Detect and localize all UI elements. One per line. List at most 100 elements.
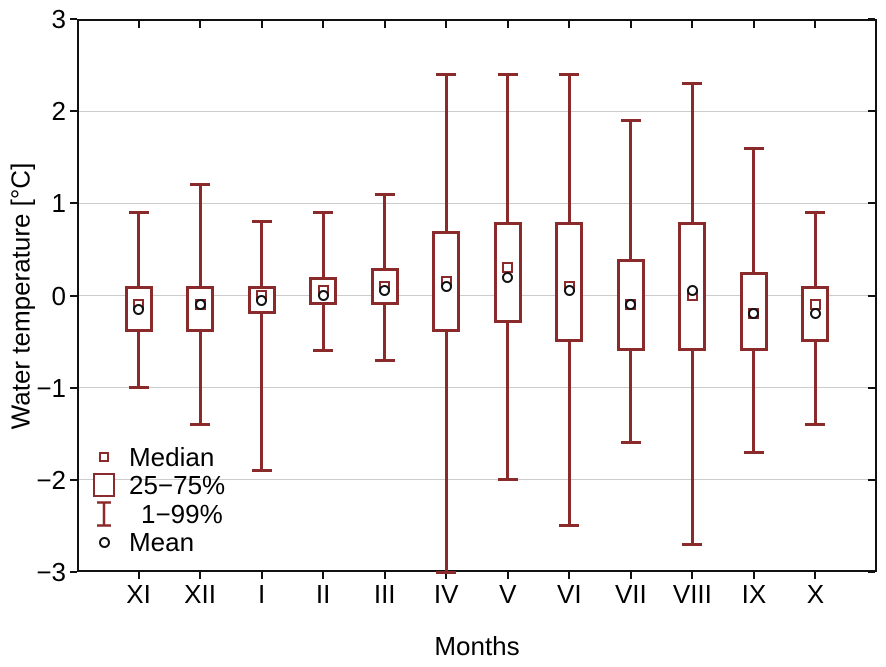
x-tick-bottom-IX	[752, 572, 755, 579]
x-tick-label-VI: VI	[557, 579, 582, 609]
mean-marker-II	[317, 290, 329, 301]
whisker-cap-bottom-VIII	[682, 542, 703, 546]
y-tick-label-−1: −1	[36, 372, 66, 403]
whisker-cap-bottom-X	[805, 423, 826, 427]
whisker-cap-bottom-VI	[559, 524, 580, 528]
x-tick-bottom-XI	[137, 572, 140, 579]
x-tick-bottom-I	[260, 572, 263, 579]
legend-label-whisker-range: 1−99%	[141, 498, 223, 529]
x-tick-label-VIII: VIII	[672, 579, 712, 609]
y-tick-right	[868, 571, 875, 573]
legend-label-median-square: Median	[129, 441, 215, 472]
x-tick-top-V	[506, 21, 509, 28]
mean-marker-IX	[748, 308, 760, 320]
gridline-y1	[79, 202, 875, 204]
y-tick-right	[868, 202, 875, 205]
x-tick-top-III	[383, 21, 386, 28]
x-tick-bottom-II	[322, 572, 325, 579]
legend-median-square-icon	[99, 452, 109, 462]
x-tick-label-XI: XI	[126, 579, 151, 609]
x-axis-line	[77, 570, 877, 572]
whisker-cap-bottom-III	[374, 358, 395, 362]
x-tick-label-III: III	[373, 579, 396, 609]
legend-marker-cell	[85, 500, 123, 528]
whisker-cap-bottom-I	[251, 469, 272, 473]
x-tick-top-XII	[199, 21, 202, 28]
gridline-y-1	[79, 387, 875, 389]
x-tick-label-IX: IX	[741, 579, 767, 609]
mean-marker-V	[502, 271, 514, 283]
whisker-cap-top-XII	[190, 183, 211, 187]
legend-item-median-square: Median	[85, 441, 215, 472]
iqr-box-X	[801, 286, 830, 342]
x-tick-bottom-VIII	[691, 572, 694, 579]
whisker-cap-bottom-XII	[190, 423, 211, 427]
y-tick-left	[70, 18, 77, 20]
x-tick-bottom-VII	[629, 572, 632, 579]
mean-marker-IV	[440, 280, 452, 292]
x-tick-top-XI	[137, 21, 140, 28]
x-axis-title: Months	[434, 631, 520, 661]
legend-label-iqr-box: 25−75%	[129, 469, 226, 500]
y-tick-right	[868, 18, 875, 20]
y-tick-label-−3: −3	[36, 557, 66, 587]
whisker-cap-bottom-XI	[128, 386, 149, 390]
y-tick-label-−2: −2	[36, 464, 66, 495]
whisker-cap-top-III	[374, 192, 395, 196]
mean-marker-XI	[133, 303, 145, 315]
legend-marker-cell	[85, 536, 123, 548]
x-tick-label-I: I	[257, 579, 266, 609]
plot-area: Median 25−75% 1−99% Mean	[70, 18, 877, 579]
whisker-cap-top-IX	[743, 146, 764, 150]
whisker-cap-top-VIII	[682, 82, 703, 86]
x-tick-label-II: II	[315, 579, 331, 609]
mean-marker-VII	[625, 299, 637, 311]
x-tick-top-IX	[752, 21, 755, 28]
whisker-cap-top-X	[805, 211, 826, 215]
legend-whisker-icon	[95, 500, 113, 528]
y-tick-right	[868, 386, 875, 389]
y-axis-line-right	[875, 19, 877, 572]
x-tick-top-II	[322, 21, 325, 28]
legend-label-mean-circle: Mean	[129, 526, 195, 557]
legend-marker-cell	[85, 452, 123, 462]
y-tick-left	[70, 478, 77, 481]
whisker-cap-bottom-IV	[436, 570, 457, 574]
whisker-cap-top-VII	[620, 118, 641, 122]
whisker-cap-top-XI	[128, 211, 149, 215]
whisker-line-I	[260, 221, 264, 471]
legend-iqr-box-icon	[93, 473, 115, 497]
whisker-cap-top-I	[251, 220, 272, 224]
x-tick-label-IV: IV	[433, 579, 459, 609]
mean-marker-X	[809, 308, 821, 320]
whisker-cap-top-IV	[436, 72, 457, 76]
x-tick-top-VI	[568, 21, 571, 28]
x-axis-line-top	[77, 19, 877, 21]
x-tick-label-X: X	[806, 579, 825, 609]
mean-marker-XII	[194, 299, 206, 311]
y-tick-right	[868, 294, 875, 297]
gridline-y2	[79, 110, 875, 112]
x-tick-label-XII: XII	[184, 579, 216, 609]
legend-marker-cell	[85, 473, 123, 497]
legend-item-iqr-box: 25−75%	[85, 469, 226, 500]
x-tick-bottom-X	[814, 572, 817, 579]
x-tick-top-VII	[629, 21, 632, 28]
x-tick-bottom-VI	[568, 572, 571, 579]
y-tick-right	[868, 478, 875, 481]
legend-item-whisker-range: 1−99%	[85, 498, 223, 529]
y-tick-left	[70, 202, 77, 205]
mean-marker-VIII	[686, 285, 698, 297]
x-tick-bottom-IV	[445, 572, 448, 579]
mean-marker-III	[379, 285, 391, 297]
y-tick-label-3: 3	[51, 4, 66, 34]
mean-marker-VI	[563, 285, 575, 297]
gridline-y0	[79, 295, 875, 296]
whisker-cap-bottom-IX	[743, 450, 764, 454]
y-tick-left	[70, 294, 77, 297]
y-tick-label-0: 0	[51, 280, 66, 311]
y-tick-left	[70, 571, 77, 573]
x-tick-label-VII: VII	[614, 579, 647, 609]
whisker-cap-top-V	[497, 72, 518, 76]
